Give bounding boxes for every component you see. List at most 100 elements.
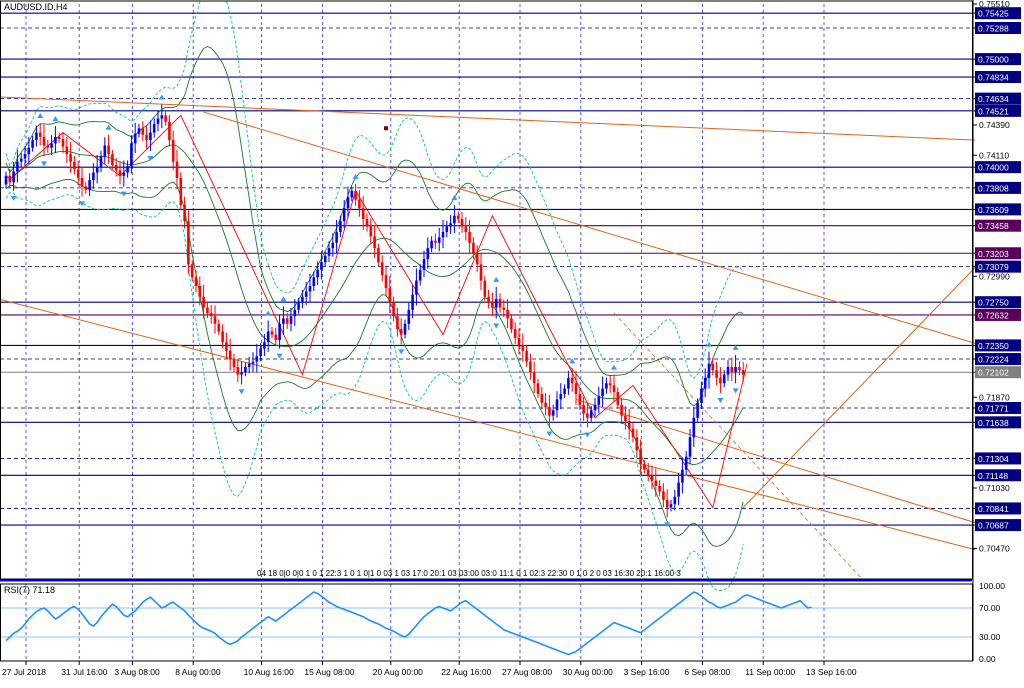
price-box-label: 0.73808 bbox=[978, 183, 1009, 193]
candle-body bbox=[342, 208, 346, 222]
candle-body bbox=[449, 223, 452, 227]
price-axis-label: 0.70470 bbox=[979, 544, 1010, 554]
candle-body bbox=[517, 337, 521, 346]
price-box bbox=[975, 502, 1021, 515]
candle-body bbox=[361, 208, 365, 220]
rsi-axis-label: 0.00 bbox=[979, 654, 996, 664]
candle-body bbox=[247, 363, 251, 368]
candle-body bbox=[491, 302, 494, 308]
candle-body bbox=[707, 363, 711, 378]
candle-body bbox=[278, 323, 281, 341]
candle-body bbox=[282, 318, 285, 324]
candle-body bbox=[513, 329, 517, 338]
candle-body bbox=[354, 190, 357, 200]
current-price-box bbox=[975, 366, 1021, 379]
candle-body bbox=[612, 385, 616, 392]
candle-body bbox=[407, 309, 411, 324]
candle-body bbox=[681, 469, 684, 483]
rsi-title: RSI(7) 71.18 bbox=[4, 585, 55, 595]
candle-body bbox=[608, 383, 612, 386]
bollinger-lower-line bbox=[5, 178, 744, 547]
price-box bbox=[975, 296, 1021, 309]
price-box-label: 0.71148 bbox=[978, 471, 1008, 481]
candle-body bbox=[734, 367, 737, 373]
candle-body bbox=[529, 361, 532, 373]
price-box bbox=[975, 469, 1021, 482]
fractal-up-arrow bbox=[451, 194, 458, 200]
candle-body bbox=[559, 394, 563, 400]
price-box-label: 0.73609 bbox=[978, 205, 1009, 215]
candle-body bbox=[684, 456, 688, 470]
rsi-panel bbox=[0, 591, 972, 656]
candle-body bbox=[639, 450, 642, 465]
candle-body bbox=[620, 404, 623, 416]
candle-body bbox=[696, 402, 699, 418]
candle-body bbox=[570, 377, 574, 384]
current-price-label: 0.72102 bbox=[978, 368, 1009, 378]
candle-body bbox=[441, 231, 445, 238]
price-axis-label: 0.71870 bbox=[979, 392, 1010, 402]
candle-body bbox=[548, 406, 551, 416]
candle-body bbox=[304, 291, 308, 297]
candle-body bbox=[589, 410, 593, 418]
candle-body bbox=[741, 370, 745, 375]
price-box-label: 0.72750 bbox=[978, 298, 1009, 308]
candle-body bbox=[380, 262, 384, 276]
window-title: AUDUSD.ID,H4 bbox=[4, 2, 68, 12]
candle-body bbox=[88, 180, 91, 190]
fractal-up-arrow bbox=[493, 276, 500, 282]
price-box bbox=[975, 21, 1021, 34]
candle-body bbox=[19, 158, 23, 162]
time-axis-label: 20 Aug 00:00 bbox=[373, 667, 423, 677]
price-box bbox=[975, 104, 1021, 117]
candle-body bbox=[669, 504, 673, 508]
candle-body bbox=[274, 334, 278, 341]
candle-body bbox=[308, 285, 312, 292]
candle-body bbox=[122, 172, 126, 176]
price-box-label: 0.73079 bbox=[978, 262, 1009, 272]
candle-body bbox=[563, 388, 566, 395]
candle-body bbox=[92, 172, 95, 181]
time-axis-label: 3 Sep 16:00 bbox=[624, 667, 670, 677]
fractal-down-arrow bbox=[664, 522, 671, 528]
candle-body bbox=[259, 348, 262, 357]
candle-body bbox=[726, 367, 730, 375]
candle-body bbox=[323, 255, 327, 263]
candle-body bbox=[422, 258, 426, 270]
price-box-label: 0.72224 bbox=[978, 355, 1009, 365]
time-axis-label: 15 Aug 08:00 bbox=[304, 667, 354, 677]
candle-body bbox=[206, 307, 209, 314]
fractals-layer bbox=[10, 94, 739, 528]
candle-body bbox=[202, 296, 205, 308]
candle-body bbox=[643, 464, 646, 470]
time-axis-label: 30 Aug 00:00 bbox=[563, 667, 613, 677]
candle-body bbox=[426, 248, 430, 259]
candle-body bbox=[301, 296, 304, 303]
price-box bbox=[975, 416, 1021, 429]
candle-body bbox=[392, 302, 395, 317]
candle-body bbox=[293, 309, 297, 317]
time-axis-label: 3 Aug 08:00 bbox=[114, 667, 160, 677]
candle-body bbox=[4, 175, 8, 185]
price-box-label: 0.71638 bbox=[978, 418, 1009, 428]
candle-body bbox=[50, 143, 53, 148]
candle-body bbox=[468, 231, 471, 243]
candle-body bbox=[152, 123, 156, 133]
candle-body bbox=[312, 277, 316, 286]
candle-body bbox=[582, 404, 585, 414]
lower-channel-line bbox=[575, 398, 976, 524]
fractal-down-arrow bbox=[79, 201, 85, 207]
candle-body bbox=[586, 413, 589, 418]
candle-body bbox=[263, 342, 266, 349]
candle-body bbox=[483, 280, 487, 297]
zigzag-line bbox=[13, 114, 748, 509]
candle-body bbox=[510, 318, 513, 330]
candle-body bbox=[251, 361, 255, 364]
candle-body bbox=[472, 242, 475, 254]
candle-body bbox=[631, 428, 635, 438]
candle-body bbox=[536, 383, 540, 395]
price-box bbox=[975, 71, 1021, 84]
candle-body bbox=[418, 269, 422, 281]
